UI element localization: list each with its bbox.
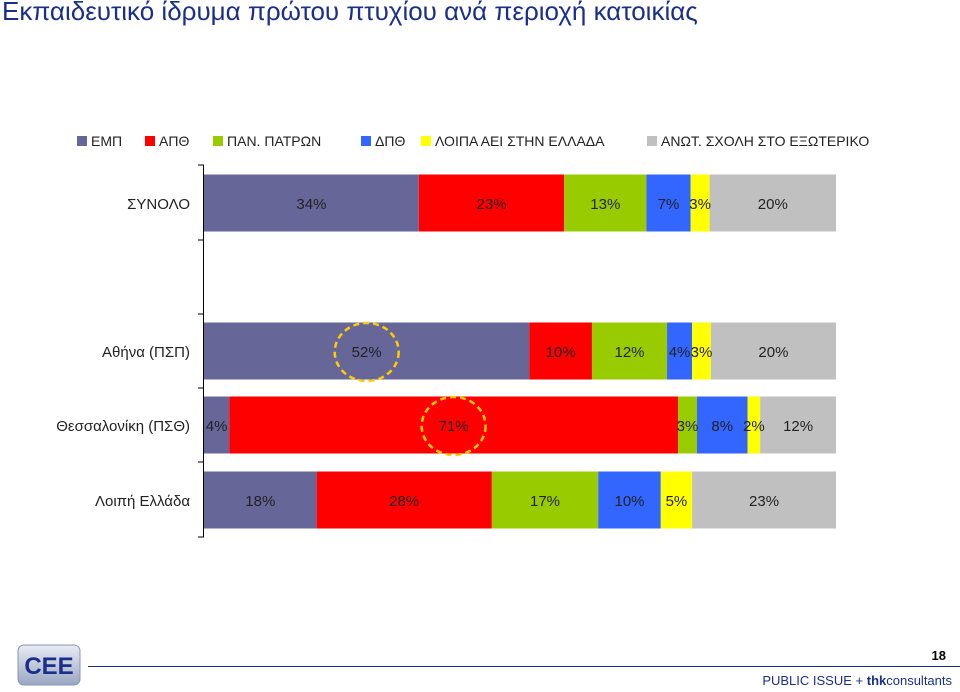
- bar-segment: [667, 322, 693, 380]
- data-label: 3%: [677, 418, 699, 435]
- legend-label: ΛΟΙΠΑ ΑΕΙ ΣΤΗΝ ΕΛΛΑΔΑ: [435, 133, 605, 149]
- bar-segment: [709, 174, 836, 232]
- bar-segment: [710, 322, 836, 380]
- logo-text: CEE: [24, 653, 73, 680]
- bar-segment: [204, 322, 530, 380]
- bar-segment: [229, 396, 678, 454]
- bar-segment: [316, 471, 492, 529]
- legend-swatch: [647, 136, 657, 146]
- data-label: 7%: [658, 196, 680, 213]
- highlight-circle: [333, 321, 400, 383]
- bar-segment: [204, 174, 419, 232]
- category-label: ΣΥΝΟΛΟ: [127, 196, 190, 213]
- legend-item: ΑΝΩΤ. ΣΧΟΛΗ ΣΤΟ ΕΞΩΤΕΡΙΚΟ: [647, 133, 869, 149]
- bar-segment: [692, 322, 711, 380]
- bar-segment: [690, 174, 710, 232]
- data-label: 52%: [352, 344, 382, 361]
- data-label: 28%: [389, 493, 419, 510]
- legend-swatch: [361, 136, 371, 146]
- stacked-bar-chart: ΕΜΠ ΑΠΘ ΠΑΝ. ΠΑΤΡΩΝ ΔΠΘ ΛΟΙΠΑ ΑΕΙ ΣΤΗΝ ΕΛΛΑΔ…: [56, 133, 869, 538]
- legend-item: ΛΟΙΠΑ ΑΕΙ ΣΤΗΝ ΕΛΛΑΔΑ: [421, 133, 605, 149]
- footer-prefix: PUBLIC ISSUE +: [762, 673, 867, 688]
- bar-segment: [660, 471, 693, 529]
- page-title: Εκπαιδευτικό ίδρυμα πρώτου πτυχίου ανά π…: [2, 0, 698, 26]
- category-label: Θεσσαλονίκη (ΠΣΘ): [56, 418, 190, 435]
- data-label: 18%: [245, 493, 275, 510]
- data-label: 20%: [758, 196, 788, 213]
- bar-segment: [204, 471, 317, 529]
- legend-swatch: [213, 136, 223, 146]
- data-label: 12%: [783, 418, 813, 435]
- data-label: 2%: [743, 418, 765, 435]
- bar-segment: [747, 396, 761, 454]
- footer-suffix: consultants: [886, 673, 952, 688]
- highlight-circle: [420, 395, 487, 457]
- legend-swatch: [145, 136, 155, 146]
- legend-label: ΔΠΘ: [375, 133, 405, 149]
- legend-label: ΑΠΘ: [159, 133, 189, 149]
- bar-row: Θεσσαλονίκη (ΠΣΘ) 4% 71% 3% 8% 2% 12%: [56, 395, 836, 457]
- category-axis: [198, 164, 204, 538]
- bar-segment: [646, 174, 691, 232]
- legend-item: ΑΠΘ: [145, 133, 189, 149]
- data-label: 34%: [296, 196, 326, 213]
- data-label: 5%: [666, 493, 688, 510]
- footer-credit: PUBLIC ISSUE + thkconsultants: [762, 673, 952, 688]
- footer-divider: [88, 666, 960, 667]
- legend-label: ΠΑΝ. ΠΑΤΡΩΝ: [227, 133, 321, 149]
- data-label: 17%: [530, 493, 560, 510]
- bar-segment: [418, 174, 565, 232]
- data-label: 10%: [546, 344, 576, 361]
- legend-swatch: [421, 136, 431, 146]
- bar-segment: [678, 396, 697, 454]
- bar-segment: [529, 322, 592, 380]
- chart-legend: ΕΜΠ ΑΠΘ ΠΑΝ. ΠΑΤΡΩΝ ΔΠΘ ΛΟΙΠΑ ΑΕΙ ΣΤΗΝ ΕΛΛΑΔ…: [77, 133, 869, 149]
- bar-row: Λοιπή Ελλάδα 18% 28% 17% 10% 5% 23%: [95, 471, 836, 529]
- bar-segment: [591, 322, 668, 380]
- bar-segment: [598, 471, 661, 529]
- data-label: 20%: [758, 344, 788, 361]
- footer-brand: thk: [866, 673, 887, 688]
- data-label: 4%: [669, 344, 691, 361]
- data-label: 71%: [439, 418, 469, 435]
- data-label: 10%: [614, 493, 644, 510]
- bar-row: Αθήνα (ΠΣΠ) 52% 10% 12% 4% 3% 20%: [102, 321, 836, 383]
- legend-item: ΕΜΠ: [77, 133, 122, 149]
- category-label: Αθήνα (ΠΣΠ): [102, 344, 190, 361]
- chart-bars: ΣΥΝΟΛΟ 34% 23% 13% 7% 3% 20% Αθήνα (ΠΣΠ) 52% 10% 1…: [56, 174, 836, 529]
- page-number: 18: [931, 648, 946, 663]
- legend-label: ΑΝΩΤ. ΣΧΟΛΗ ΣΤΟ ΕΞΩΤΕΡΙΚΟ: [661, 133, 869, 149]
- data-label: 23%: [749, 493, 779, 510]
- data-label: 12%: [614, 344, 644, 361]
- legend-swatch: [77, 136, 87, 146]
- category-label: Λοιπή Ελλάδα: [95, 493, 190, 510]
- bar-segment: [491, 471, 599, 529]
- legend-item: ΔΠΘ: [361, 133, 405, 149]
- cee-logo: CEE: [14, 641, 84, 687]
- bar-segment: [204, 396, 230, 454]
- data-label: 23%: [477, 196, 507, 213]
- data-label: 4%: [206, 418, 228, 435]
- bar-segment: [692, 471, 836, 529]
- bar-segment: [760, 396, 836, 454]
- data-label: 3%: [691, 344, 713, 361]
- bar-segment: [564, 174, 647, 232]
- legend-item: ΠΑΝ. ΠΑΤΡΩΝ: [213, 133, 321, 149]
- bar-segment: [696, 396, 748, 454]
- data-label: 13%: [590, 196, 620, 213]
- data-label: 8%: [711, 418, 733, 435]
- bar-row: ΣΥΝΟΛΟ 34% 23% 13% 7% 3% 20%: [127, 174, 836, 232]
- legend-label: ΕΜΠ: [91, 133, 122, 149]
- data-label: 3%: [689, 196, 711, 213]
